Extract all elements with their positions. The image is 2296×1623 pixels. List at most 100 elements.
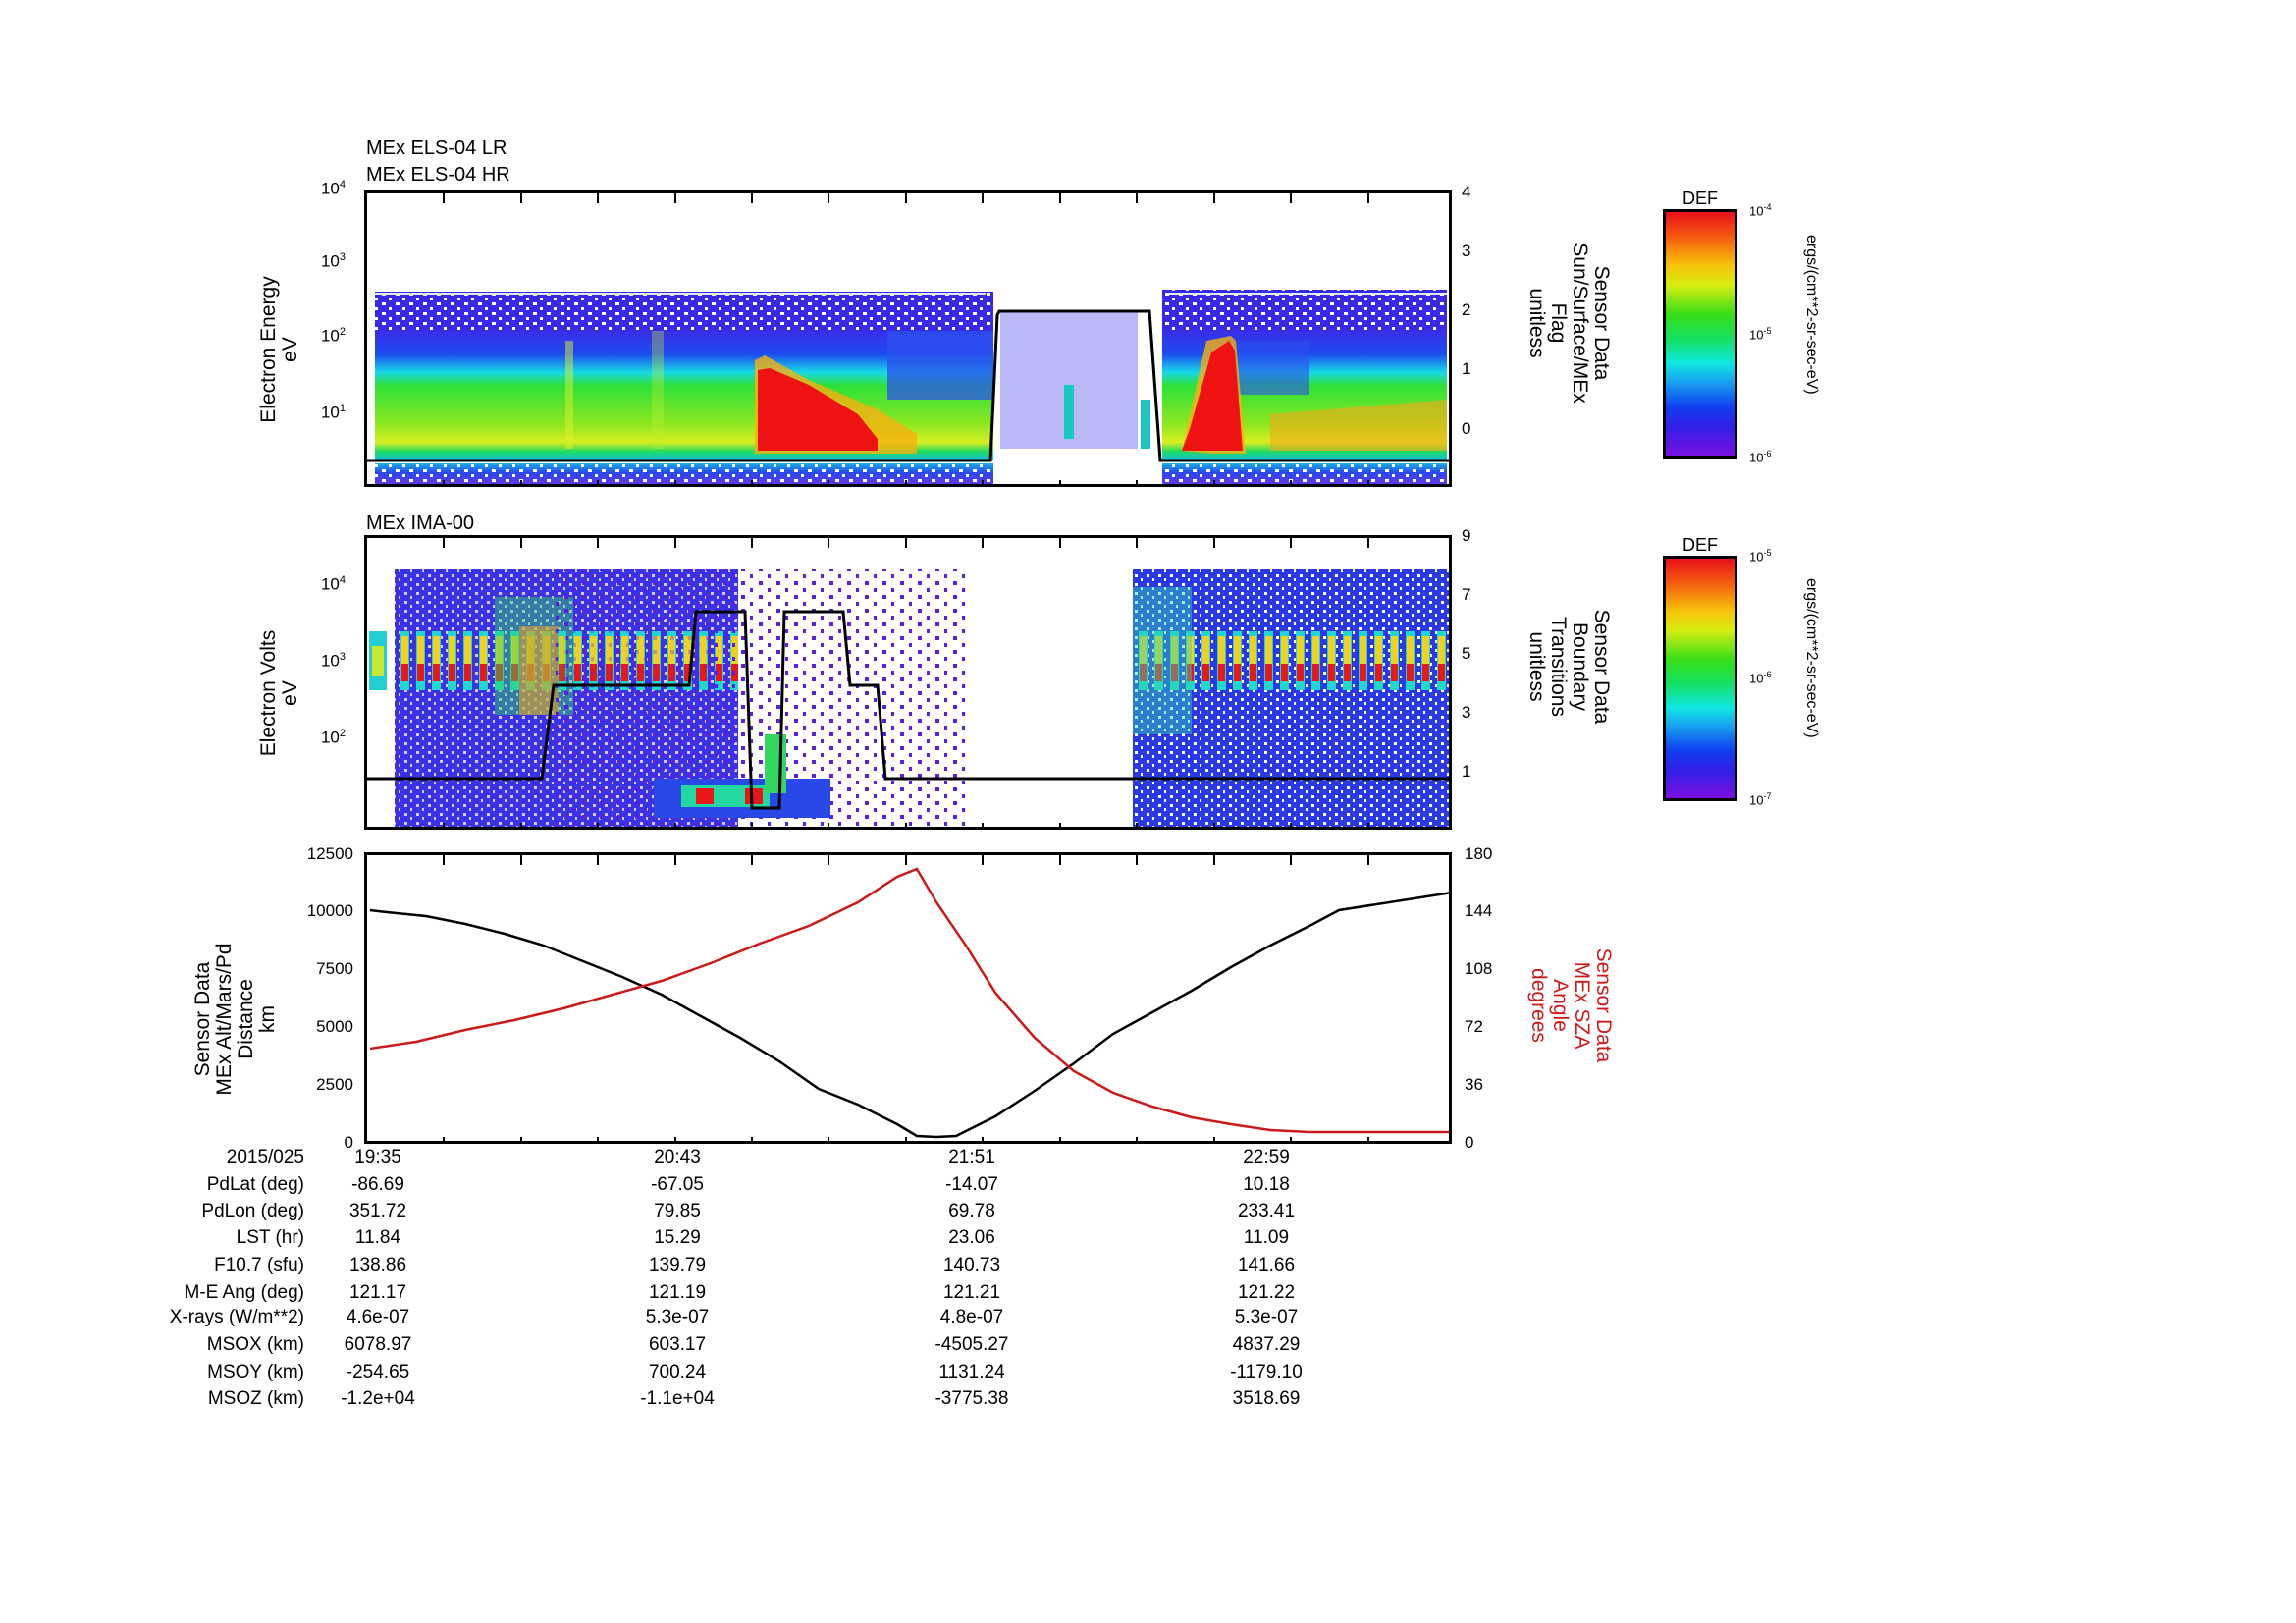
els-ytick-1e3: 103: [320, 251, 346, 271]
els-rtick-1: 1: [1462, 359, 1471, 378]
table-label-pdlon: PdLon (deg): [201, 1201, 304, 1221]
table-cell: 6078.97: [344, 1334, 412, 1355]
orbit-ytick-2500: 2500: [316, 1075, 353, 1094]
table-cell: 11.09: [1243, 1227, 1290, 1248]
table-cell: -1.1e+04: [640, 1388, 715, 1409]
els-cbar-tick-bottom: 10-6: [1749, 449, 1772, 465]
ima-rtick-1: 1: [1462, 762, 1471, 781]
els-rtick-4: 4: [1462, 183, 1471, 201]
ima-colorbar-title: DEF: [1682, 535, 1718, 555]
els-ylabel-left: Electron Energy eV: [257, 276, 301, 423]
table-label-xrays: X-rays (W/m**2): [169, 1307, 304, 1327]
ima-ylabel-right: Sensor Data Boundary Transitions unitless: [1525, 609, 1613, 725]
orbit-ylabel-right: Sensor Data MEx SZA Angle degrees: [1527, 947, 1615, 1063]
table-cell: 139.79: [648, 1255, 707, 1275]
table-cell: -1.2e+04: [341, 1388, 415, 1409]
table-cell: 10.18: [1243, 1174, 1290, 1195]
table-label-msoz: MSOZ (km): [207, 1388, 304, 1409]
table-cell: -14.07: [945, 1174, 998, 1195]
els-ytick-1e2: 102: [320, 326, 346, 346]
table-cell: 121.22: [1237, 1282, 1296, 1303]
ima-rtick-3: 3: [1462, 703, 1471, 722]
orbit-rtick-72: 72: [1465, 1017, 1483, 1036]
table-cell: -254.65: [346, 1362, 410, 1382]
table-label-f107: F10.7 (sfu): [214, 1255, 304, 1275]
table-cell: -3775.38: [934, 1388, 1009, 1409]
els-colorbar-title: DEF: [1682, 189, 1718, 208]
ima-rtick-7: 7: [1462, 585, 1471, 604]
table-cell: 5.3e-07: [1234, 1307, 1299, 1327]
table-cell: 22:59: [1243, 1147, 1290, 1167]
ima-title: MEx IMA-00: [366, 513, 475, 534]
table-cell: 15.29: [654, 1227, 701, 1248]
table-label-me-ang: M-E Ang (deg): [184, 1282, 305, 1303]
table-cell: -1179.10: [1230, 1362, 1303, 1382]
table-cell: 20:43: [654, 1147, 701, 1167]
els-ytick-1e1: 101: [320, 403, 346, 422]
table-cell: -86.69: [351, 1174, 404, 1195]
table-cell: 69.78: [948, 1201, 995, 1221]
orbit-rtick-180: 180: [1465, 844, 1493, 863]
els-rtick-0: 0: [1462, 419, 1471, 438]
els-spectrogram: [364, 190, 1452, 487]
els-lr-title: MEx ELS-04 LR: [366, 137, 507, 159]
els-cbar-tick-top: 10-4: [1749, 202, 1772, 219]
table-cell: 233.41: [1237, 1201, 1296, 1221]
table-cell: -67.05: [651, 1174, 704, 1195]
table-cell: 11.84: [354, 1227, 401, 1248]
orbit-ytick-12500: 12500: [306, 844, 353, 863]
table-cell: 141.66: [1237, 1255, 1296, 1275]
table-cell: 19:35: [354, 1147, 401, 1167]
table-cell: 351.72: [348, 1201, 407, 1221]
table-cell: 23.06: [948, 1227, 995, 1248]
table-label-lst: LST (hr): [236, 1227, 304, 1248]
table-cell: 121.17: [348, 1282, 407, 1303]
els-ylabel-right: Sensor Data Sun/Surface/MEx Flag unitless: [1525, 243, 1613, 404]
ima-ytick-1e3: 103: [320, 651, 346, 671]
orbit-ytick-5000: 5000: [316, 1017, 353, 1036]
ima-rtick-5: 5: [1462, 644, 1471, 663]
ima-cbar-tick-bottom: 10-7: [1749, 791, 1772, 808]
table-cell: 79.85: [654, 1201, 701, 1221]
orbit-rtick-0: 0: [1465, 1133, 1474, 1152]
orbit-line-graphic: [369, 855, 1449, 1141]
table-cell: 138.86: [348, 1255, 407, 1275]
els-colorbar-unit: ergs/(cm**2-sr-sec-eV): [1803, 235, 1820, 395]
table-cell: 3518.69: [1232, 1388, 1301, 1409]
ima-rtick-9: 9: [1462, 526, 1471, 545]
table-label-msox: MSOX (km): [206, 1334, 304, 1355]
ima-cbar-tick-top: 10-5: [1749, 548, 1772, 565]
table-cell: 4.6e-07: [346, 1307, 410, 1327]
els-cbar-tick-mid: 10-5: [1749, 326, 1772, 343]
table-cell: 603.17: [648, 1334, 707, 1355]
table-cell: 700.24: [648, 1362, 707, 1382]
ima-ylabel-left: Electron Volts eV: [257, 629, 301, 757]
orbit-rtick-36: 36: [1465, 1075, 1483, 1094]
table-cell: 140.73: [942, 1255, 1001, 1275]
orbit-ytick-7500: 7500: [316, 959, 353, 978]
els-spectrogram-graphic: [367, 193, 1449, 484]
table-label-msoy: MSOY (km): [207, 1362, 304, 1382]
ima-ytick-1e2: 102: [320, 728, 346, 747]
els-ytick-1e4: 104: [320, 179, 346, 198]
orbit-rtick-144: 144: [1465, 901, 1493, 920]
table-label-date: 2015/025: [226, 1147, 304, 1167]
els-rtick-3: 3: [1462, 242, 1471, 260]
orbit-line-plot: [364, 852, 1452, 1144]
table-cell: 121.19: [648, 1282, 707, 1303]
table-cell: 21:51: [948, 1147, 995, 1167]
ima-spectrogram: [364, 535, 1452, 830]
els-rtick-2: 2: [1462, 300, 1471, 319]
table-cell: 4837.29: [1232, 1334, 1301, 1355]
ima-colorbar: [1663, 556, 1737, 801]
ima-spectrogram-graphic: [367, 538, 1449, 827]
ima-cbar-tick-mid: 10-6: [1749, 670, 1772, 686]
table-label-pdlat: PdLat (deg): [206, 1174, 304, 1195]
table-cell: -4505.27: [934, 1334, 1009, 1355]
els-hr-title: MEx ELS-04 HR: [366, 164, 510, 186]
ima-colorbar-unit: ergs/(cm**2-sr-sec-eV): [1803, 578, 1820, 738]
table-cell: 121.21: [942, 1282, 1001, 1303]
table-cell: 5.3e-07: [645, 1307, 710, 1327]
orbit-ytick-10000: 10000: [306, 901, 353, 920]
orbit-ylabel-left: Sensor Data MEx Alt/Mars/Pd Distance km: [191, 943, 279, 1096]
